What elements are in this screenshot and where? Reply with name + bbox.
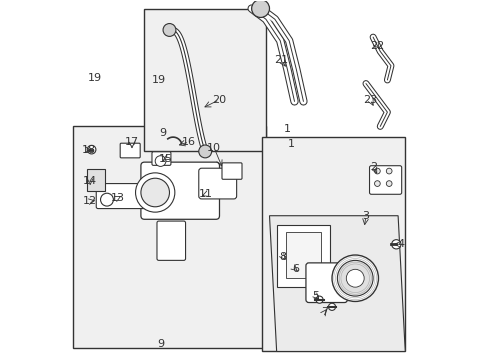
- Circle shape: [337, 260, 372, 296]
- Circle shape: [135, 173, 175, 212]
- Text: 21: 21: [274, 55, 288, 65]
- Circle shape: [386, 168, 391, 174]
- Bar: [144, 9, 265, 152]
- FancyBboxPatch shape: [96, 184, 146, 208]
- FancyBboxPatch shape: [222, 163, 242, 179]
- Circle shape: [87, 145, 96, 154]
- Text: 22: 22: [369, 41, 384, 51]
- Circle shape: [391, 240, 400, 249]
- Text: 9: 9: [157, 339, 164, 349]
- Bar: [73, 126, 265, 348]
- Bar: [262, 137, 405, 351]
- Circle shape: [198, 145, 211, 158]
- Text: 19: 19: [151, 75, 165, 85]
- FancyBboxPatch shape: [157, 221, 185, 260]
- Text: 20: 20: [212, 95, 226, 105]
- Text: 13: 13: [110, 193, 124, 203]
- Circle shape: [386, 181, 391, 186]
- Text: 14: 14: [83, 176, 97, 186]
- FancyBboxPatch shape: [141, 162, 219, 219]
- Text: 5: 5: [312, 291, 319, 301]
- FancyBboxPatch shape: [120, 143, 140, 158]
- Text: 23: 23: [363, 95, 377, 105]
- Circle shape: [315, 296, 323, 303]
- FancyBboxPatch shape: [152, 152, 171, 165]
- Text: 17: 17: [124, 138, 139, 148]
- Text: 7: 7: [320, 307, 327, 317]
- Text: 9: 9: [159, 128, 165, 138]
- Text: 16: 16: [182, 137, 196, 147]
- Text: 19: 19: [88, 73, 102, 83]
- Text: 15: 15: [159, 154, 173, 163]
- FancyBboxPatch shape: [198, 168, 236, 199]
- Text: 10: 10: [207, 143, 221, 153]
- Text: 3: 3: [362, 211, 369, 221]
- FancyBboxPatch shape: [305, 263, 346, 302]
- Circle shape: [328, 303, 335, 310]
- Text: 11: 11: [199, 189, 213, 199]
- Bar: [285, 232, 321, 278]
- Circle shape: [331, 255, 378, 301]
- Circle shape: [251, 0, 269, 18]
- Text: 6: 6: [291, 264, 299, 274]
- Text: 1: 1: [287, 139, 295, 149]
- Bar: [276, 225, 329, 287]
- Text: 1: 1: [284, 123, 290, 134]
- Circle shape: [374, 181, 380, 186]
- Text: 8: 8: [279, 252, 286, 262]
- Circle shape: [155, 156, 165, 166]
- Circle shape: [163, 23, 176, 36]
- FancyBboxPatch shape: [369, 166, 401, 194]
- Text: 2: 2: [369, 162, 377, 172]
- Text: 12: 12: [83, 197, 97, 206]
- Text: 4: 4: [397, 239, 404, 249]
- Circle shape: [374, 168, 380, 174]
- Circle shape: [141, 178, 169, 207]
- Bar: [87, 169, 105, 191]
- Circle shape: [101, 193, 113, 206]
- Circle shape: [346, 269, 364, 287]
- Text: 18: 18: [82, 145, 96, 155]
- Polygon shape: [269, 216, 405, 351]
